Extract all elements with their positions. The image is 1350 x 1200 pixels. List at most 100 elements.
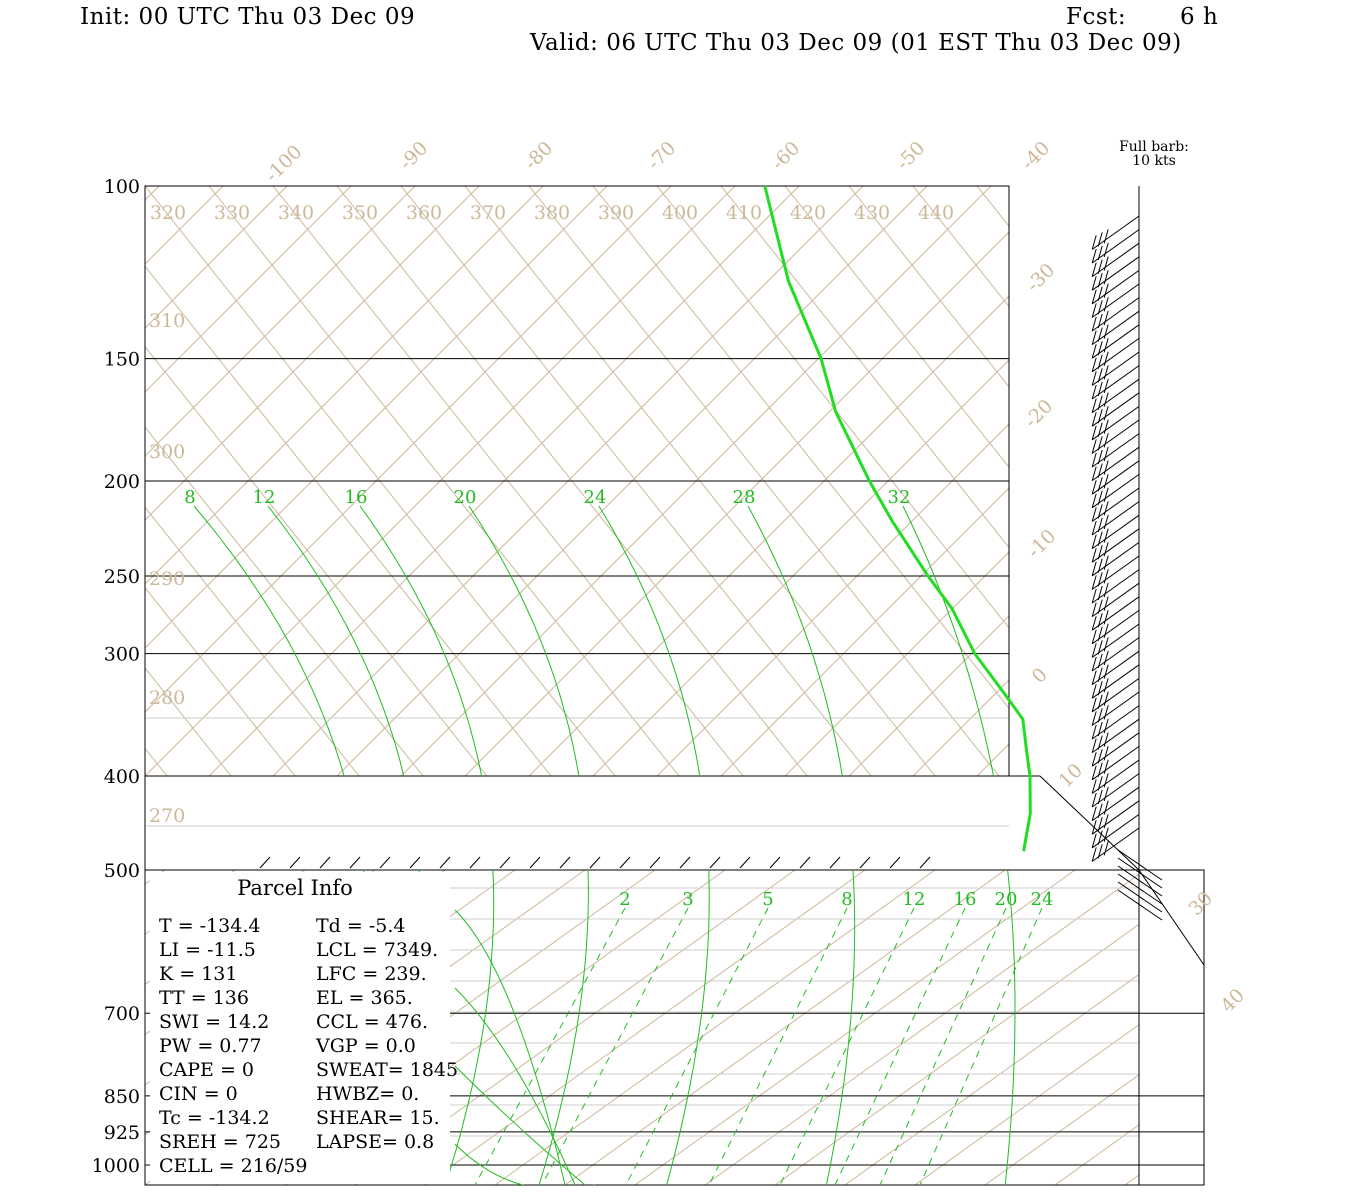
parcel-info-left: T = -134.4 <box>159 915 261 937</box>
wind-barb-flag <box>1097 749 1103 764</box>
isotherm-line <box>1233 186 1350 776</box>
wind-barb-flag <box>1091 248 1097 264</box>
wind-barb-staff <box>1091 650 1140 686</box>
wind-barb-flag <box>1103 800 1109 815</box>
theta-label: 410 <box>726 202 762 224</box>
theta-label: 400 <box>662 202 698 224</box>
dry-adiabat-line <box>912 186 1009 308</box>
parcel-info-left: SWI = 14.2 <box>159 1011 269 1033</box>
wind-barb-flag <box>1103 310 1109 326</box>
isotherm-line <box>0 870 25 1185</box>
mixing-ratio-line <box>879 907 1007 1186</box>
wind-barb-flag <box>1097 694 1103 709</box>
theta-label: 420 <box>790 202 826 224</box>
isotherm-label: -80 <box>520 137 557 174</box>
wind-barb-staff <box>1091 269 1140 305</box>
moist-adiabat-line <box>538 870 589 1185</box>
moist-adiabat-line <box>604 1184 605 1185</box>
wind-barb-staff <box>1091 718 1140 754</box>
hatch-mark <box>409 856 421 869</box>
wind-barb-flag <box>1103 678 1109 693</box>
theta-label: 440 <box>918 202 954 224</box>
wind-barb-staff <box>1117 857 1163 889</box>
wind-barb-flag <box>1091 616 1097 631</box>
theta-label: 370 <box>470 202 506 224</box>
isotherm-line <box>494 870 936 1185</box>
wind-barb-flag <box>1091 303 1097 318</box>
pressure-tick-label: 850 <box>104 1086 140 1108</box>
wind-barb-staff <box>1091 473 1140 509</box>
wind-barb-flag <box>1097 341 1103 356</box>
wind-barb <box>1091 324 1140 359</box>
wind-barb-flag <box>1103 841 1109 856</box>
wind-barb-flag <box>1103 759 1109 774</box>
moist-adiabat-line <box>454 987 576 1185</box>
wind-barb-flag <box>1091 670 1097 685</box>
forecast-hour-value: 6 h <box>1180 4 1219 30</box>
wind-barb-staff <box>1091 813 1140 849</box>
wind-barb-flag <box>1091 439 1097 454</box>
wind-barb <box>1091 215 1140 250</box>
isotherm-line <box>145 186 352 393</box>
wind-barb <box>1091 337 1140 373</box>
wind-barb-staff <box>1091 215 1140 250</box>
parcel-info-left: CAPE = 0 <box>159 1059 254 1081</box>
wind-barb-flag <box>1091 833 1097 848</box>
pressure-tick-label: 100 <box>104 176 140 198</box>
wind-barb-flag <box>1103 596 1109 611</box>
mixing-ratio-layer <box>474 907 1043 1186</box>
wind-barb-staff <box>1091 705 1140 740</box>
mixing-ratio-label: 8 <box>841 889 852 910</box>
wind-barb-staff <box>1091 392 1140 427</box>
wind-barb-staff <box>1091 460 1140 495</box>
theta-label: 290 <box>149 568 185 590</box>
parcel-info-left: Tc = -134.2 <box>159 1107 270 1129</box>
wind-barb-flag <box>1091 452 1097 468</box>
wind-barb-flag <box>1097 735 1103 750</box>
parcel-info-right: HWBZ= 0. <box>316 1083 419 1105</box>
dry-adiabat-line <box>145 506 360 776</box>
wind-barb-staff <box>1091 732 1140 767</box>
wind-barb <box>1091 269 1140 305</box>
wind-barb <box>1091 773 1140 808</box>
wind-barb-flag <box>1097 844 1103 859</box>
hatch-mark <box>379 856 391 869</box>
theta-label: 320 <box>150 202 186 224</box>
mixing-ratio-label: 3 <box>682 889 693 910</box>
wind-barb-flag <box>1091 520 1097 536</box>
wind-barb-staff <box>1091 446 1140 482</box>
dry-adiabat-line <box>1041 186 1350 776</box>
theta-label: 430 <box>854 202 890 224</box>
wind-barb-flag <box>1091 534 1097 549</box>
wind-barb <box>1091 759 1140 794</box>
isotherm-label: -20 <box>1020 395 1057 432</box>
isotherm-line <box>1054 1124 1139 1185</box>
wind-barb-flag <box>1103 827 1109 842</box>
moist-adiabat-label: 16 <box>345 487 368 508</box>
theta-label: 390 <box>598 202 634 224</box>
wind-barb-flag <box>1091 575 1097 590</box>
wind-barb-flag <box>1103 650 1109 666</box>
init-time-label: Init: 00 UTC Thu 03 Dec 09 <box>80 4 416 30</box>
pressure-tick-label: 200 <box>104 471 140 493</box>
wind-barb-flag <box>1103 487 1109 502</box>
moist-adiabat-line <box>747 505 843 776</box>
wind-barb-flag <box>1103 446 1109 462</box>
parcel-info-box: Parcel Info T = -134.4 Td = -5.4 LI = -11.5… <box>150 872 458 1184</box>
hatch-mark <box>709 856 721 869</box>
mixing-ratio-label: 20 <box>995 889 1018 910</box>
wind-barb-flag <box>1097 259 1103 274</box>
pressure-tick-label: 400 <box>104 766 140 788</box>
mixing-ratio-line <box>541 907 689 1186</box>
moist-adiabat-label: 24 <box>584 487 607 508</box>
wind-barb <box>1091 813 1140 849</box>
hatch-mark <box>559 856 571 869</box>
wind-barb-flag <box>1097 436 1103 451</box>
isotherm-line <box>844 973 1139 1185</box>
wind-barb <box>1091 664 1140 699</box>
wind-barb-staff <box>1091 827 1140 862</box>
hatch-mark <box>499 856 511 869</box>
wind-barb <box>1091 310 1140 346</box>
theta-label: 360 <box>406 202 442 224</box>
mixing-ratio-line <box>919 907 1043 1186</box>
